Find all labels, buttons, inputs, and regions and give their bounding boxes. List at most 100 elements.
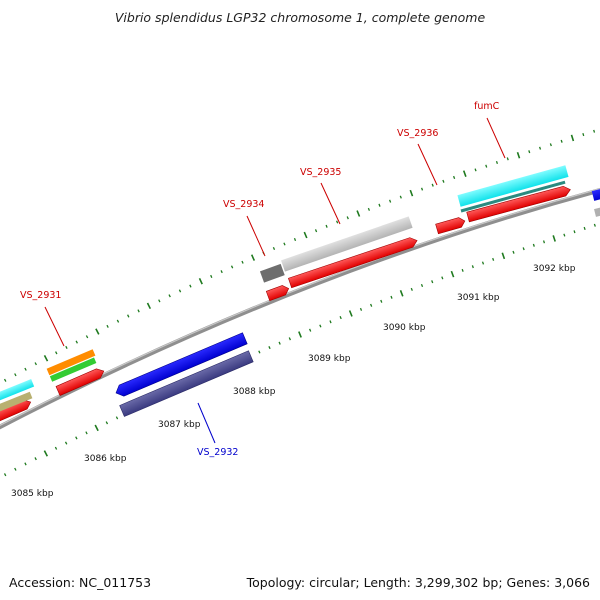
gene-label-fumc: fumC xyxy=(474,101,500,112)
scale-tick-major xyxy=(250,254,256,261)
gene-label-vs-2934: VS_2934 xyxy=(223,199,264,210)
scale-tick-minor xyxy=(431,183,434,187)
scale-label: 3089 kbp xyxy=(308,354,351,364)
scale-tick-minor xyxy=(283,242,286,246)
scale-label: 3090 kbp xyxy=(383,323,426,333)
scale-label: 3087 kbp xyxy=(158,420,201,430)
scale-tick-major xyxy=(462,170,467,177)
gene-label-vs-2935: VS_2935 xyxy=(300,167,341,178)
gene-block-cyan[interactable] xyxy=(0,379,35,404)
gene-label-leader xyxy=(417,143,438,186)
scale-tick-major xyxy=(516,151,521,159)
scale-tick-minor xyxy=(137,309,140,313)
scale-tick-major xyxy=(356,210,361,217)
gene-block-grey-edge[interactable] xyxy=(594,206,600,217)
scale-tick-minor xyxy=(474,168,477,172)
scale-tick-minor xyxy=(116,319,120,323)
scale-label: 3086 kbp xyxy=(84,454,127,464)
scale-tick-minor xyxy=(528,150,531,154)
gene-block-green[interactable] xyxy=(49,357,97,382)
scale-tick-minor xyxy=(158,299,161,303)
scale-tick-minor xyxy=(522,247,525,251)
scale-tick-minor xyxy=(495,160,499,165)
scale-tick-minor xyxy=(582,133,585,137)
scale-tick-minor xyxy=(441,276,444,280)
gene-block-teal[interactable] xyxy=(460,180,566,213)
scale-tick-minor xyxy=(542,240,546,244)
scale-tick-minor xyxy=(210,274,213,278)
scale-tick-minor xyxy=(420,187,424,191)
scale-tick-minor xyxy=(85,335,89,339)
scale-tick-minor xyxy=(230,265,234,269)
forward-gene[interactable] xyxy=(435,216,467,235)
scale-tick-minor xyxy=(272,246,276,251)
scale-tick-minor xyxy=(367,207,371,211)
scale-tick-major xyxy=(552,235,556,242)
scale-tick-minor xyxy=(471,265,474,269)
reverse-gene[interactable] xyxy=(114,332,248,399)
scale-label: 3085 kbp xyxy=(11,489,54,499)
forward-gene[interactable] xyxy=(288,236,418,289)
scale-tick-minor xyxy=(319,324,322,328)
scale-tick-minor xyxy=(3,473,7,477)
scale-tick-minor xyxy=(178,289,182,293)
scale-tick-minor xyxy=(64,441,68,445)
scale-tick-major xyxy=(43,355,49,362)
gene-block-orange[interactable] xyxy=(46,349,96,376)
scale-tick-minor xyxy=(560,139,563,143)
scale-tick-minor xyxy=(420,283,424,288)
scale-tick-minor xyxy=(339,316,342,320)
scale-tick-minor xyxy=(359,307,363,311)
topology-text: Topology: circular; Length: 3,299,302 bp… xyxy=(246,575,590,590)
scale-tick-major xyxy=(298,331,302,338)
scale-tick-minor xyxy=(65,345,68,349)
scale-tick-minor xyxy=(14,467,17,471)
genome-backbone-highlight xyxy=(0,188,600,426)
gene-block-cyan[interactable] xyxy=(457,165,569,207)
scale-tick-minor xyxy=(538,146,542,150)
scale-tick-major xyxy=(146,302,152,310)
scale-tick-minor xyxy=(293,237,297,242)
reverse-gene[interactable] xyxy=(119,350,254,417)
scale-tick-minor xyxy=(189,284,192,288)
scale-tick-major xyxy=(570,134,575,142)
scale-tick-minor xyxy=(563,233,566,237)
scale-tick-minor xyxy=(370,303,373,307)
scale-tick-minor xyxy=(452,175,456,180)
scale-tick-minor xyxy=(3,378,7,382)
scale-tick-minor xyxy=(378,203,381,207)
forward-gene[interactable] xyxy=(466,185,572,223)
scale-tick-minor xyxy=(573,230,576,234)
scale-tick-minor xyxy=(336,220,339,224)
scale-tick-minor xyxy=(258,350,261,354)
scale-tick-minor xyxy=(268,346,271,350)
gene-block-dark-grey[interactable] xyxy=(259,263,285,283)
gene-label-vs-2936: VS_2936 xyxy=(397,128,438,139)
scale-tick-minor xyxy=(24,367,27,371)
scale-tick-minor xyxy=(105,421,109,425)
scale-tick-minor xyxy=(314,229,318,233)
forward-gene[interactable] xyxy=(265,284,290,302)
scale-tick-minor xyxy=(461,268,464,272)
scale-tick-major xyxy=(198,277,203,285)
gene-block-blue-edge[interactable] xyxy=(591,188,600,201)
gene-block-khaki[interactable] xyxy=(0,391,33,414)
scale-tick-minor xyxy=(220,270,223,274)
scale-tick-minor xyxy=(55,351,58,355)
scale-tick-major xyxy=(501,252,506,260)
scale-tick-minor xyxy=(532,243,535,247)
scale-tick-major xyxy=(409,189,414,197)
gene-block-light-grey[interactable] xyxy=(281,216,413,272)
gene-label-leader xyxy=(320,182,341,225)
scale-tick-minor xyxy=(325,224,328,228)
scale-tick-minor xyxy=(388,199,392,203)
scale-label: 3092 kbp xyxy=(533,264,576,274)
scale-tick-minor xyxy=(168,294,171,298)
scale-tick-minor xyxy=(34,457,37,461)
scale-tick-minor xyxy=(485,164,488,168)
scale-tick-minor xyxy=(127,314,130,318)
forward-gene[interactable] xyxy=(55,366,106,396)
scale-label: 3091 kbp xyxy=(457,293,500,303)
scale-tick-minor xyxy=(549,143,552,147)
scale-tick-minor xyxy=(410,287,413,291)
